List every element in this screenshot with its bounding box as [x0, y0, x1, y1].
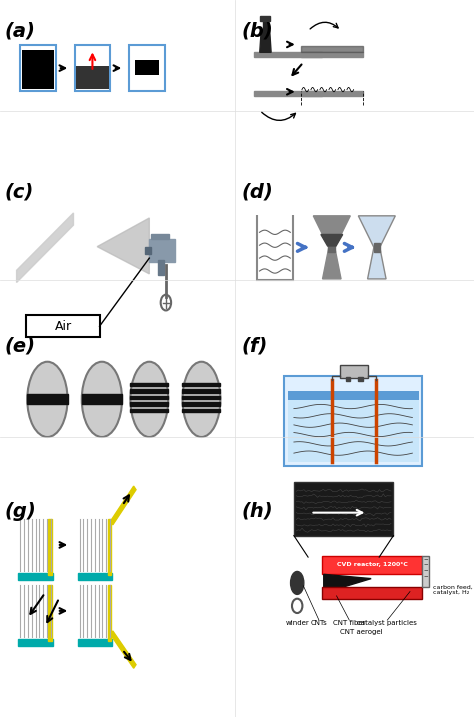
- Bar: [48, 585, 52, 641]
- Bar: [358, 377, 363, 381]
- Bar: [328, 243, 335, 252]
- Polygon shape: [322, 247, 341, 279]
- Bar: [75, 44, 110, 92]
- Polygon shape: [324, 574, 371, 593]
- Bar: [78, 639, 112, 646]
- Bar: [288, 397, 419, 462]
- Bar: [263, 21, 267, 31]
- Bar: [254, 91, 322, 96]
- Text: (h): (h): [242, 502, 273, 521]
- Bar: [108, 519, 111, 575]
- Polygon shape: [368, 247, 386, 279]
- Bar: [151, 234, 169, 239]
- Bar: [301, 91, 363, 96]
- Bar: [182, 409, 220, 412]
- Polygon shape: [17, 213, 73, 282]
- Bar: [129, 44, 165, 92]
- Bar: [158, 260, 164, 275]
- Bar: [130, 389, 168, 393]
- Polygon shape: [110, 631, 136, 668]
- Text: CNTs: CNTs: [310, 620, 328, 626]
- Bar: [322, 587, 422, 599]
- Bar: [78, 573, 112, 580]
- Ellipse shape: [182, 361, 220, 437]
- Polygon shape: [313, 216, 350, 247]
- Text: (b): (b): [242, 22, 273, 40]
- Bar: [288, 391, 419, 400]
- Bar: [322, 556, 422, 574]
- Bar: [149, 239, 175, 262]
- Text: (a): (a): [5, 22, 36, 40]
- Bar: [108, 585, 111, 641]
- Bar: [48, 519, 52, 575]
- Bar: [294, 482, 393, 536]
- Polygon shape: [321, 234, 343, 246]
- Polygon shape: [97, 218, 149, 274]
- Bar: [130, 409, 168, 412]
- Bar: [130, 396, 168, 399]
- Bar: [182, 402, 220, 406]
- Bar: [27, 394, 68, 404]
- Bar: [182, 383, 220, 386]
- Bar: [284, 376, 422, 466]
- Circle shape: [161, 295, 171, 310]
- Bar: [135, 60, 159, 75]
- Bar: [130, 383, 168, 386]
- Text: (d): (d): [242, 183, 273, 201]
- Bar: [18, 639, 53, 646]
- Text: (g): (g): [5, 502, 36, 521]
- Ellipse shape: [27, 361, 68, 437]
- Bar: [340, 365, 368, 378]
- Text: catalyst particles: catalyst particles: [357, 620, 417, 626]
- Bar: [130, 402, 168, 406]
- Bar: [182, 396, 220, 399]
- Bar: [26, 315, 100, 337]
- Text: winder: winder: [285, 620, 309, 626]
- Polygon shape: [358, 216, 395, 247]
- Text: carbon feed,
catalyst, H₂: carbon feed, catalyst, H₂: [433, 584, 473, 596]
- Ellipse shape: [291, 571, 304, 594]
- Text: CVD reactor, 1200°C: CVD reactor, 1200°C: [337, 563, 408, 567]
- Ellipse shape: [82, 361, 122, 437]
- Text: CNT fiber: CNT fiber: [333, 620, 365, 626]
- Text: CNT aerogel: CNT aerogel: [340, 629, 383, 635]
- Text: (e): (e): [5, 337, 36, 356]
- Bar: [301, 46, 363, 52]
- Bar: [422, 556, 429, 587]
- Bar: [254, 52, 322, 57]
- Bar: [20, 44, 55, 92]
- Bar: [76, 66, 109, 89]
- Bar: [182, 389, 220, 393]
- Polygon shape: [260, 31, 271, 52]
- Text: Air: Air: [55, 320, 72, 333]
- Ellipse shape: [130, 361, 168, 437]
- Bar: [18, 573, 53, 580]
- Bar: [260, 16, 270, 21]
- Bar: [301, 52, 363, 57]
- Bar: [22, 50, 54, 89]
- Bar: [346, 377, 350, 381]
- Bar: [145, 247, 151, 254]
- Bar: [82, 394, 122, 404]
- Text: (c): (c): [5, 183, 34, 201]
- Bar: [374, 243, 380, 252]
- Polygon shape: [110, 486, 136, 525]
- Text: (f): (f): [242, 337, 268, 356]
